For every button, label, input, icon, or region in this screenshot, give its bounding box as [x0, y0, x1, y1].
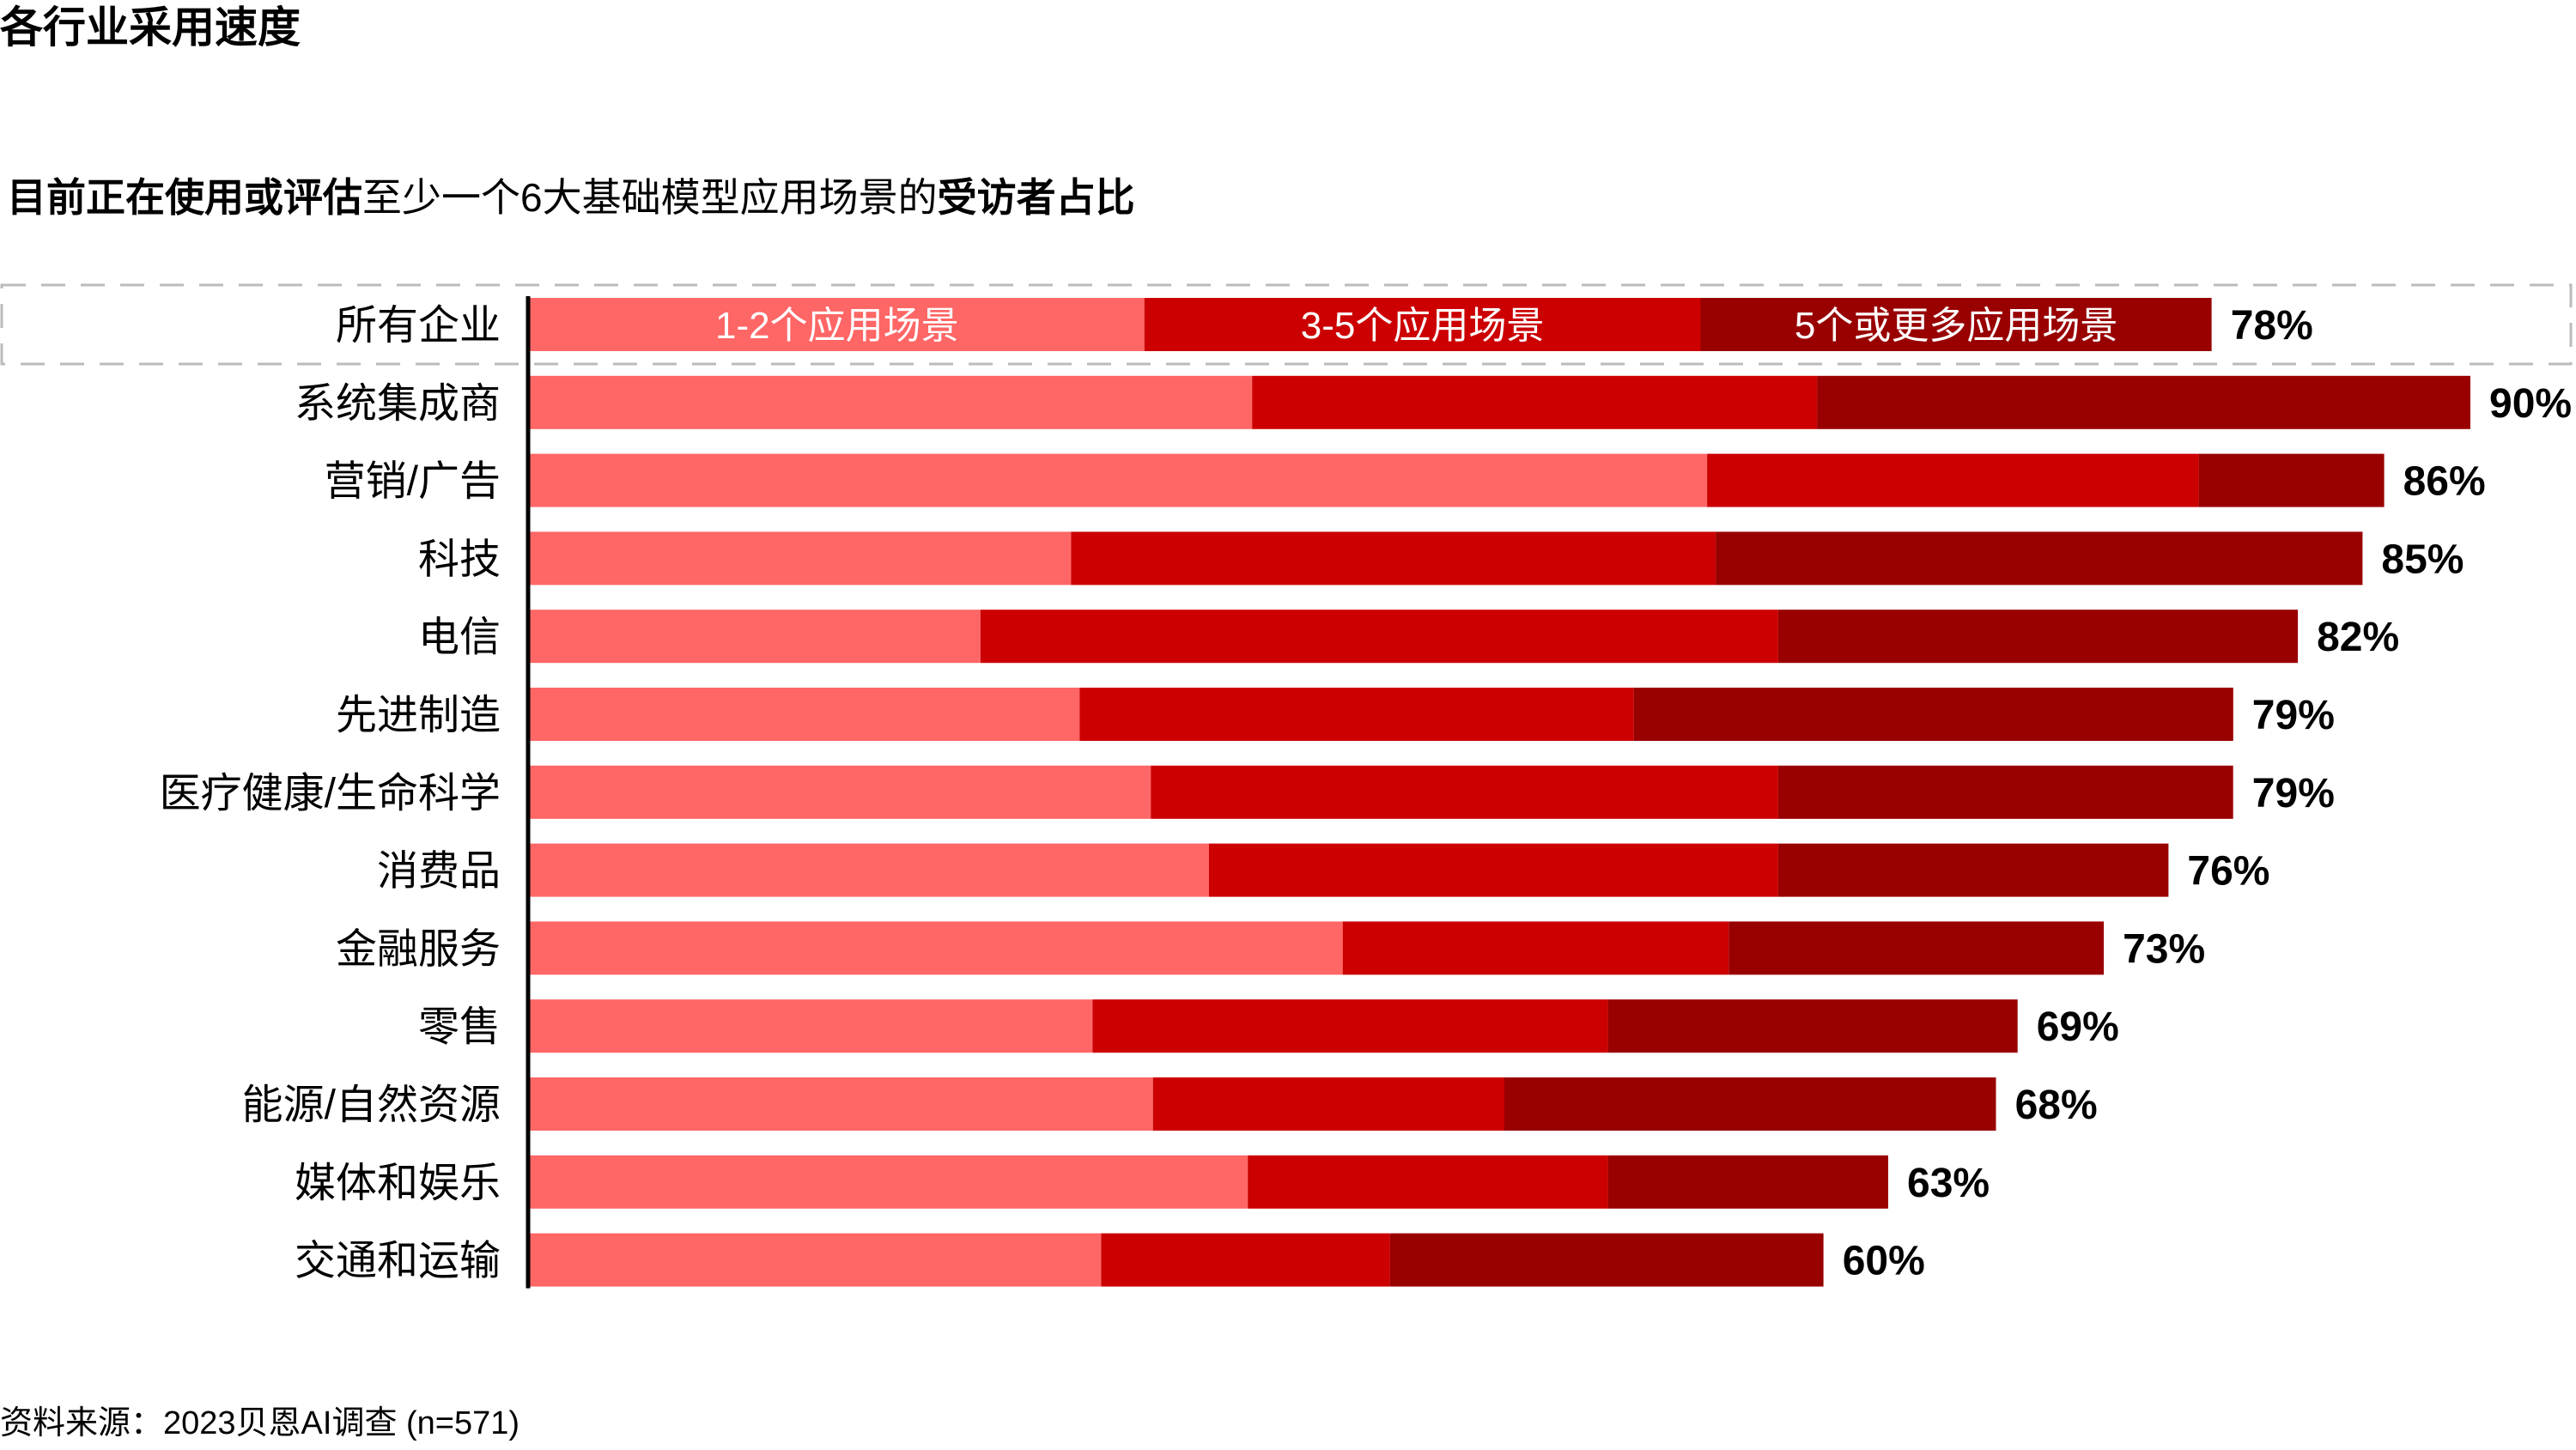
subtitle-regular-part: 至少一个6大基础模型应用场景的 — [362, 175, 938, 220]
category-label: 消费品 — [377, 849, 501, 895]
bar-segment-1 — [530, 1077, 1153, 1131]
legend-label-in-bar: 5个或更多应用场景 — [1795, 305, 2117, 347]
total-label: 73% — [2123, 926, 2205, 972]
bar-segment-3 — [1633, 688, 2233, 741]
bar-segment-2 — [1092, 999, 1608, 1053]
category-label: 零售 — [418, 1004, 501, 1050]
bar-segment-3 — [2198, 453, 2385, 507]
bar-segment-3 — [1728, 921, 2105, 975]
total-label: 63% — [1907, 1161, 1990, 1206]
bar-segment-1 — [530, 375, 1253, 429]
bar-segment-3 — [1389, 1233, 1824, 1287]
bar-segment-1 — [530, 1233, 1102, 1287]
bar-segment-1 — [530, 531, 1072, 585]
highlight-box-all-companies — [0, 283, 2573, 366]
total-label: 68% — [2015, 1083, 2098, 1128]
category-label: 媒体和娱乐 — [295, 1161, 501, 1206]
bar-segment-3 — [1777, 765, 2233, 819]
bar-segment-2 — [1342, 921, 1729, 975]
bar-segment-3 — [1504, 1077, 1996, 1131]
total-label: 82% — [2317, 615, 2399, 660]
category-label: 电信 — [418, 615, 501, 660]
bar-segment-2 — [1252, 375, 1818, 429]
total-label: 85% — [2381, 537, 2464, 582]
total-label: 86% — [2403, 459, 2486, 505]
bar-segment-2 — [1209, 843, 1778, 897]
total-label: 79% — [2252, 771, 2335, 816]
bar-segment-1 — [530, 843, 1209, 897]
category-label: 先进制造 — [336, 693, 501, 738]
legend-label-in-bar: 3-5个应用场景 — [1301, 305, 1545, 347]
category-label: 金融服务 — [336, 926, 501, 972]
bar-segment-3 — [1607, 999, 2018, 1053]
bar-segment-3 — [1700, 298, 2212, 351]
total-label: 69% — [2037, 1004, 2119, 1050]
bar-segment-2 — [1144, 298, 1701, 351]
total-label: 79% — [2252, 693, 2335, 738]
bar-segment-1 — [530, 765, 1151, 819]
bar-segment-1 — [530, 298, 1145, 351]
category-label: 医疗健康/生命科学 — [160, 771, 501, 816]
bar-segment-1 — [530, 999, 1093, 1053]
chart-subtitle: 目前正在使用或评估至少一个6大基础模型应用场景的受访者占比 — [7, 172, 1135, 223]
total-label: 78% — [2231, 303, 2313, 349]
legend-label-in-bar: 1-2个应用场景 — [715, 305, 959, 347]
bar-segment-3 — [1607, 1155, 1888, 1209]
bar-segment-3 — [1777, 610, 2299, 664]
total-label: 60% — [1843, 1239, 1925, 1284]
category-label: 营销/广告 — [325, 459, 501, 505]
subtitle-bold-part-end: 受访者占比 — [937, 175, 1135, 220]
bar-segment-2 — [1707, 453, 2199, 507]
category-label: 系统集成商 — [295, 381, 501, 427]
category-label: 科技 — [418, 537, 501, 582]
bar-segment-2 — [1101, 1233, 1390, 1287]
bar-segment-3 — [1716, 531, 2363, 585]
bar-segment-1 — [530, 921, 1343, 975]
subtitle-bold-part: 目前正在使用或评估 — [7, 175, 362, 220]
bar-segment-3 — [1817, 375, 2470, 429]
bar-segment-2 — [980, 610, 1778, 664]
source-note: 资料来源：2023贝恩AI调查 (n=571) — [0, 1405, 520, 1441]
bar-segment-1 — [530, 688, 1080, 741]
bar-segment-2 — [1079, 688, 1634, 741]
bar-segment-1 — [530, 610, 981, 664]
total-label: 76% — [2187, 849, 2269, 895]
total-label: 90% — [2489, 381, 2572, 427]
bar-segment-1 — [530, 1155, 1249, 1209]
bar-segment-1 — [530, 453, 1708, 507]
category-label: 能源/自然资源 — [242, 1083, 501, 1128]
category-label: 所有企业 — [336, 303, 501, 349]
bar-segment-2 — [1151, 765, 1778, 819]
bar-segment-2 — [1248, 1155, 1608, 1209]
category-label: 交通和运输 — [295, 1239, 501, 1284]
bar-segment-3 — [1777, 843, 2169, 897]
bar-segment-2 — [1152, 1077, 1504, 1131]
bar-segment-2 — [1071, 531, 1716, 585]
chart-title: 各行业采用速度 — [0, 3, 301, 52]
